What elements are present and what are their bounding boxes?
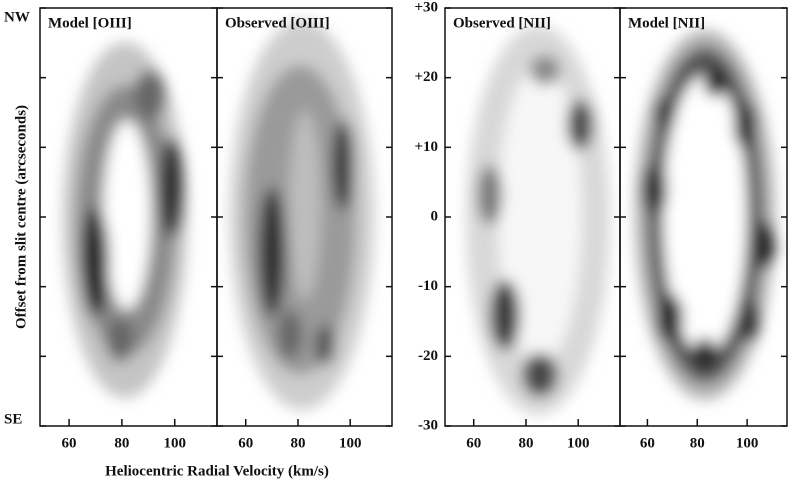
y-tick-label: -30 xyxy=(418,417,438,433)
y-tick-label: +30 xyxy=(414,0,438,15)
emission xyxy=(315,325,335,365)
panel-image xyxy=(635,30,775,400)
x-axis-label: Heliocentric Radial Velocity (km/s) xyxy=(105,463,329,479)
x-tick-label: 100 xyxy=(736,435,759,451)
se-label: SE xyxy=(4,411,22,427)
y-tick-label: +10 xyxy=(414,139,438,155)
y-axis-label: Offset from slit centre (arcseconds) xyxy=(13,105,29,329)
emission xyxy=(134,70,166,120)
emission xyxy=(655,97,675,133)
x-tick-label: 60 xyxy=(466,435,481,451)
emission xyxy=(490,280,520,350)
panel-image xyxy=(466,25,610,415)
emission xyxy=(106,318,134,362)
emission xyxy=(103,120,151,310)
emission xyxy=(478,165,502,225)
x-tick-label: 100 xyxy=(567,435,590,451)
emission xyxy=(332,120,354,210)
emission xyxy=(522,353,558,397)
x-tick-label: 80 xyxy=(290,435,305,451)
panel-image xyxy=(230,20,374,410)
x-tick-label: 60 xyxy=(238,435,253,451)
y-tick-label: -10 xyxy=(418,278,438,294)
panel-title: Observed [NII] xyxy=(453,15,551,31)
emission xyxy=(278,310,302,360)
emission xyxy=(693,338,717,370)
panel-title: Observed [OIII] xyxy=(225,15,330,31)
panel-title: Model [OIII] xyxy=(48,15,132,31)
emission xyxy=(657,294,683,342)
emission xyxy=(734,101,756,149)
emission xyxy=(643,162,667,218)
panel-image xyxy=(63,42,187,398)
y-tick-label: -20 xyxy=(418,348,438,364)
emission xyxy=(755,221,775,269)
x-tick-label: 100 xyxy=(339,435,362,451)
x-tick-label: 80 xyxy=(690,435,705,451)
y-tick-label: 0 xyxy=(431,208,439,224)
x-tick-label: 80 xyxy=(114,435,129,451)
emission xyxy=(740,298,760,342)
emission xyxy=(704,67,726,97)
emission xyxy=(498,65,582,365)
emission xyxy=(81,207,109,317)
nw-label: NW xyxy=(4,9,30,25)
x-tick-label: 100 xyxy=(163,435,186,451)
x-tick-label: 80 xyxy=(518,435,533,451)
emission xyxy=(259,187,285,317)
panel-title: Model [NII] xyxy=(628,15,705,31)
emission xyxy=(567,100,593,150)
emission xyxy=(530,55,560,85)
x-tick-label: 60 xyxy=(640,435,655,451)
emission xyxy=(663,75,747,355)
x-tick-label: 60 xyxy=(62,435,77,451)
emission xyxy=(289,110,321,300)
y-tick-label: +20 xyxy=(414,69,438,85)
emission xyxy=(160,138,184,238)
